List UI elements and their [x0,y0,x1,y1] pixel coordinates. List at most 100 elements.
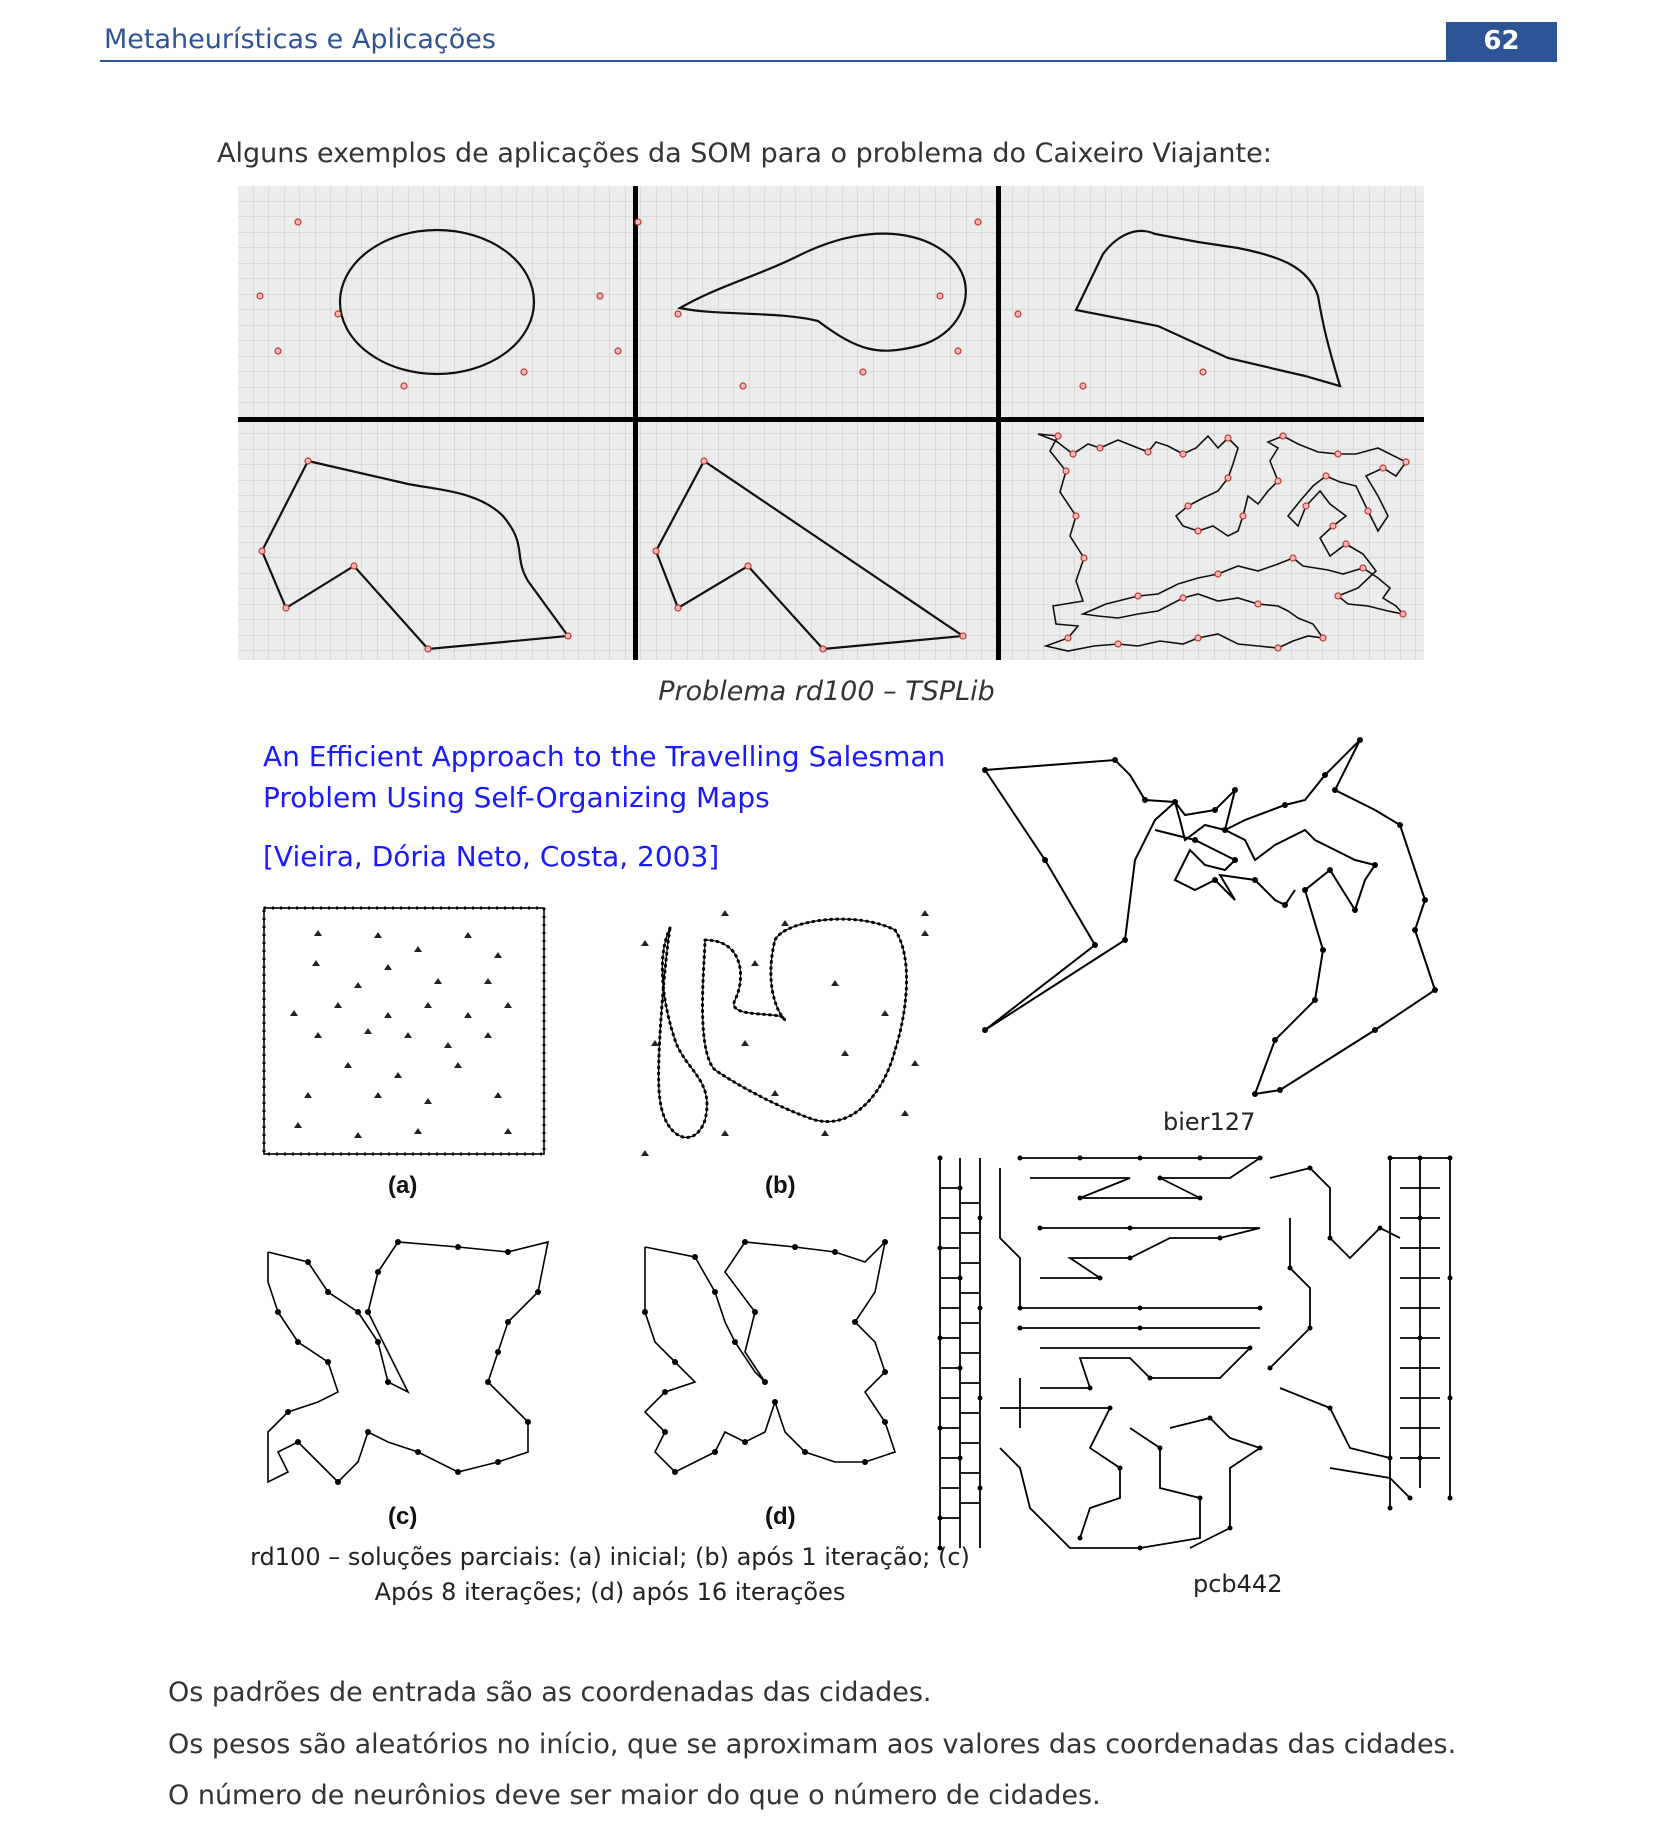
city [1096,444,1104,452]
city [954,347,962,355]
city [1114,640,1122,648]
page-number: 62 [1446,22,1557,60]
city [1064,634,1072,642]
city [1274,644,1282,652]
city [274,347,282,355]
subfigures-caption-line1: rd100 – soluções parciais: (a) inicial; … [250,1543,970,1571]
city [674,604,682,612]
city [974,218,982,226]
city [1334,450,1342,458]
city [1279,432,1287,440]
city [1134,592,1142,600]
city [1054,432,1062,440]
city [1359,564,1367,572]
city [1194,634,1202,642]
panel3-tour [1074,229,1342,388]
city [1289,554,1297,562]
city [256,292,264,300]
city [652,547,660,555]
city [700,457,708,465]
running-header-title: Metaheurísticas e Aplicações [104,24,496,55]
panel2-tour [676,232,967,352]
city [1302,502,1310,510]
city [1184,502,1192,510]
bier127-label: bier127 [1163,1108,1256,1136]
city [819,645,827,653]
city [304,457,312,465]
city [1334,592,1342,600]
city [1399,610,1407,618]
pcb442-tour-figure [937,1155,1453,1551]
subfigures-caption-line2: Após 8 iterações; (d) após 16 iterações [374,1578,846,1606]
city [1224,474,1232,482]
city [1379,464,1387,472]
pcb442-label: pcb442 [1193,1570,1283,1598]
subfigures-caption: rd100 – soluções parciais: (a) inicial; … [250,1540,970,1610]
city [258,547,266,555]
subfigure-b [641,910,929,1156]
header-rule [100,60,1557,62]
city [1062,467,1070,475]
city [350,562,358,570]
city [596,292,604,300]
bier127-tour-figure [982,737,1438,1097]
city [674,310,682,318]
city [1239,512,1247,520]
subfigure-a [262,906,546,1156]
city [1319,634,1327,642]
subfigure-b-label: (b) [765,1172,796,1199]
city [1079,382,1087,390]
som-grid-figure [238,186,1424,660]
city [1069,450,1077,458]
panel6-tour [1037,433,1408,652]
subfigure-a-label: (a) [388,1172,418,1199]
figure1-caption: Problema rd100 – TSPLib [658,676,995,707]
city [294,218,302,226]
panel4-tour [260,459,571,651]
subfigure-d-label: (d) [765,1503,796,1530]
city [1224,434,1232,442]
paper-citation: [Vieira, Dória Neto, Costa, 2003] [263,840,720,873]
city [1179,450,1187,458]
city [744,562,752,570]
paragraph-3: O número de neurônios deve ser maior do … [168,1780,1101,1811]
city [1144,448,1152,456]
city [1402,458,1410,466]
paper-title: An Efficient Approach to the Travelling … [263,736,945,818]
city [1254,600,1262,608]
city [1342,540,1350,548]
city [282,604,290,612]
city [1364,507,1372,515]
city [424,645,432,653]
panel1-tour [338,228,536,376]
paper-title-line2: Problem Using Self-Organizing Maps [263,781,770,814]
city [859,368,867,376]
subfigure-c-label: (c) [388,1503,418,1530]
city [1329,522,1337,530]
city [1014,310,1022,318]
city [1194,527,1202,535]
paper-title-line1: An Efficient Approach to the Travelling … [263,740,946,773]
city [634,218,642,226]
city-marker [314,930,322,936]
city [1072,512,1080,520]
city [400,382,408,390]
city [936,292,944,300]
city [739,382,747,390]
city [1080,554,1088,562]
city [520,368,528,376]
subfigure-c [267,1239,550,1485]
paragraph-2: Os pesos são aleatórios no início, que s… [168,1729,1457,1760]
city [1322,472,1330,480]
city [1214,570,1222,578]
city [564,632,572,640]
city [959,632,967,640]
city [334,310,342,318]
subfigure-d [642,1239,897,1475]
city [1179,594,1187,602]
city [1274,477,1282,485]
intro-text: Alguns exemplos de aplicações da SOM par… [217,138,1272,169]
city [1199,368,1207,376]
city [614,347,622,355]
paragraph-1: Os padrões de entrada são as coordenadas… [168,1677,932,1708]
